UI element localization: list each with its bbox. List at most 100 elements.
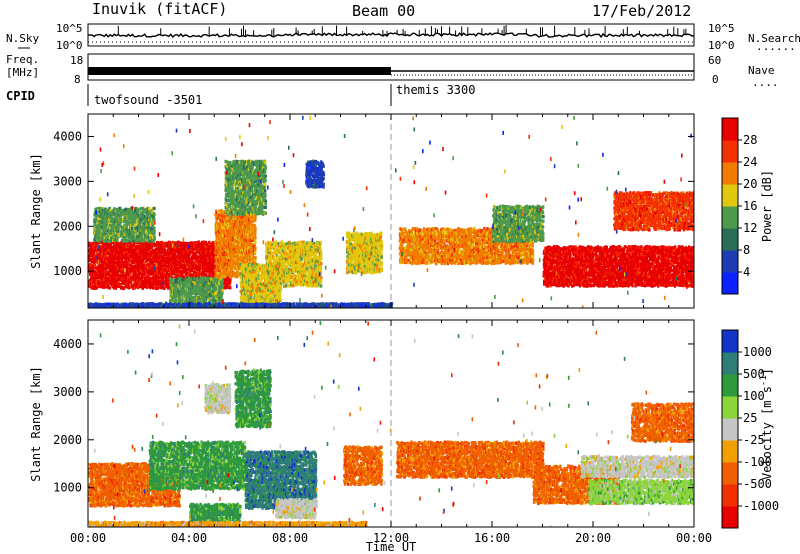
data-cell <box>227 161 230 165</box>
data-cell <box>95 247 98 251</box>
data-cell <box>189 244 192 248</box>
data-cell <box>247 246 250 250</box>
data-cell <box>237 175 240 180</box>
data-cell <box>176 253 180 258</box>
data-cell <box>94 263 97 268</box>
data-cell <box>121 273 124 277</box>
data-cell <box>172 259 175 263</box>
data-cell <box>94 239 97 243</box>
data-cell <box>139 213 142 217</box>
data-cell <box>189 284 193 288</box>
data-cell <box>158 276 161 280</box>
data-cell <box>238 225 241 229</box>
data-cell <box>256 168 260 172</box>
data-cell <box>221 249 224 253</box>
data-cell <box>228 232 231 237</box>
data-cell <box>179 260 182 264</box>
data-cell <box>137 238 141 242</box>
data-cell <box>234 190 237 194</box>
data-cell <box>185 297 188 301</box>
data-cell <box>139 211 143 215</box>
date-title: 17/Feb/2012 <box>592 2 691 20</box>
noise-spikes <box>117 25 687 37</box>
data-cell <box>117 278 120 282</box>
data-cell <box>245 244 248 248</box>
data-cell <box>99 251 102 255</box>
data-cell <box>254 203 257 207</box>
data-cell <box>241 231 244 235</box>
data-cell <box>188 276 191 280</box>
data-cell <box>231 166 234 170</box>
data-cell <box>121 260 124 264</box>
data-cell <box>125 207 128 211</box>
data-cell <box>97 216 100 221</box>
data-cell <box>224 239 227 243</box>
data-cell <box>258 196 261 200</box>
data-cell <box>181 272 184 276</box>
data-cell <box>250 177 254 181</box>
data-cell <box>119 253 122 257</box>
data-cell <box>221 271 225 275</box>
data-cell <box>166 249 170 253</box>
data-cell <box>102 208 106 212</box>
data-cell <box>249 209 252 213</box>
data-cell <box>252 182 255 186</box>
data-cell <box>234 195 237 199</box>
data-cell <box>96 221 99 225</box>
nsearch-dots: ...... <box>756 40 796 53</box>
data-cell <box>249 239 252 243</box>
data-cell <box>215 287 218 291</box>
data-cell <box>221 222 225 226</box>
data-cell <box>109 226 112 230</box>
data-cell <box>123 251 126 255</box>
data-cell <box>252 256 256 260</box>
data-cell <box>141 286 144 290</box>
data-cell <box>143 261 146 265</box>
data-cell <box>254 199 258 204</box>
data-cell <box>234 238 237 242</box>
data-cell <box>217 254 220 258</box>
data-cell <box>165 264 169 268</box>
data-cell <box>146 215 149 219</box>
data-cell <box>104 276 108 280</box>
data-cell <box>255 186 258 191</box>
data-cell <box>167 264 171 268</box>
data-cell <box>235 226 238 230</box>
data-cell <box>238 229 242 233</box>
data-cell <box>88 257 92 262</box>
data-cell <box>144 266 148 271</box>
data-cell <box>240 189 243 193</box>
data-cell <box>101 269 105 273</box>
data-cell <box>106 260 109 264</box>
data-cell <box>227 253 230 258</box>
data-cell <box>123 216 126 220</box>
data-cell <box>94 257 97 261</box>
data-cell <box>100 285 104 289</box>
data-cell <box>151 217 155 221</box>
data-cell <box>248 217 251 221</box>
data-cell <box>245 255 248 259</box>
data-cell <box>244 214 248 218</box>
data-cell <box>152 237 155 241</box>
data-cell <box>257 190 260 194</box>
data-cell <box>170 266 173 271</box>
data-cell <box>224 171 227 175</box>
data-cell <box>186 285 189 290</box>
data-cell <box>132 255 135 259</box>
data-cell <box>236 265 239 270</box>
data-cell <box>151 252 154 256</box>
data-cell <box>192 254 195 258</box>
data-cell <box>140 269 144 273</box>
data-cell <box>231 195 234 199</box>
data-cell <box>182 258 185 262</box>
data-cell <box>127 282 130 286</box>
data-cell <box>223 255 226 259</box>
data-cell <box>173 253 176 257</box>
data-cell <box>255 195 259 200</box>
data-cell <box>193 299 197 303</box>
data-cell <box>229 204 232 208</box>
data-cell <box>171 255 174 259</box>
data-cell <box>252 192 255 196</box>
data-cell <box>114 231 118 235</box>
data-cell <box>132 223 135 227</box>
